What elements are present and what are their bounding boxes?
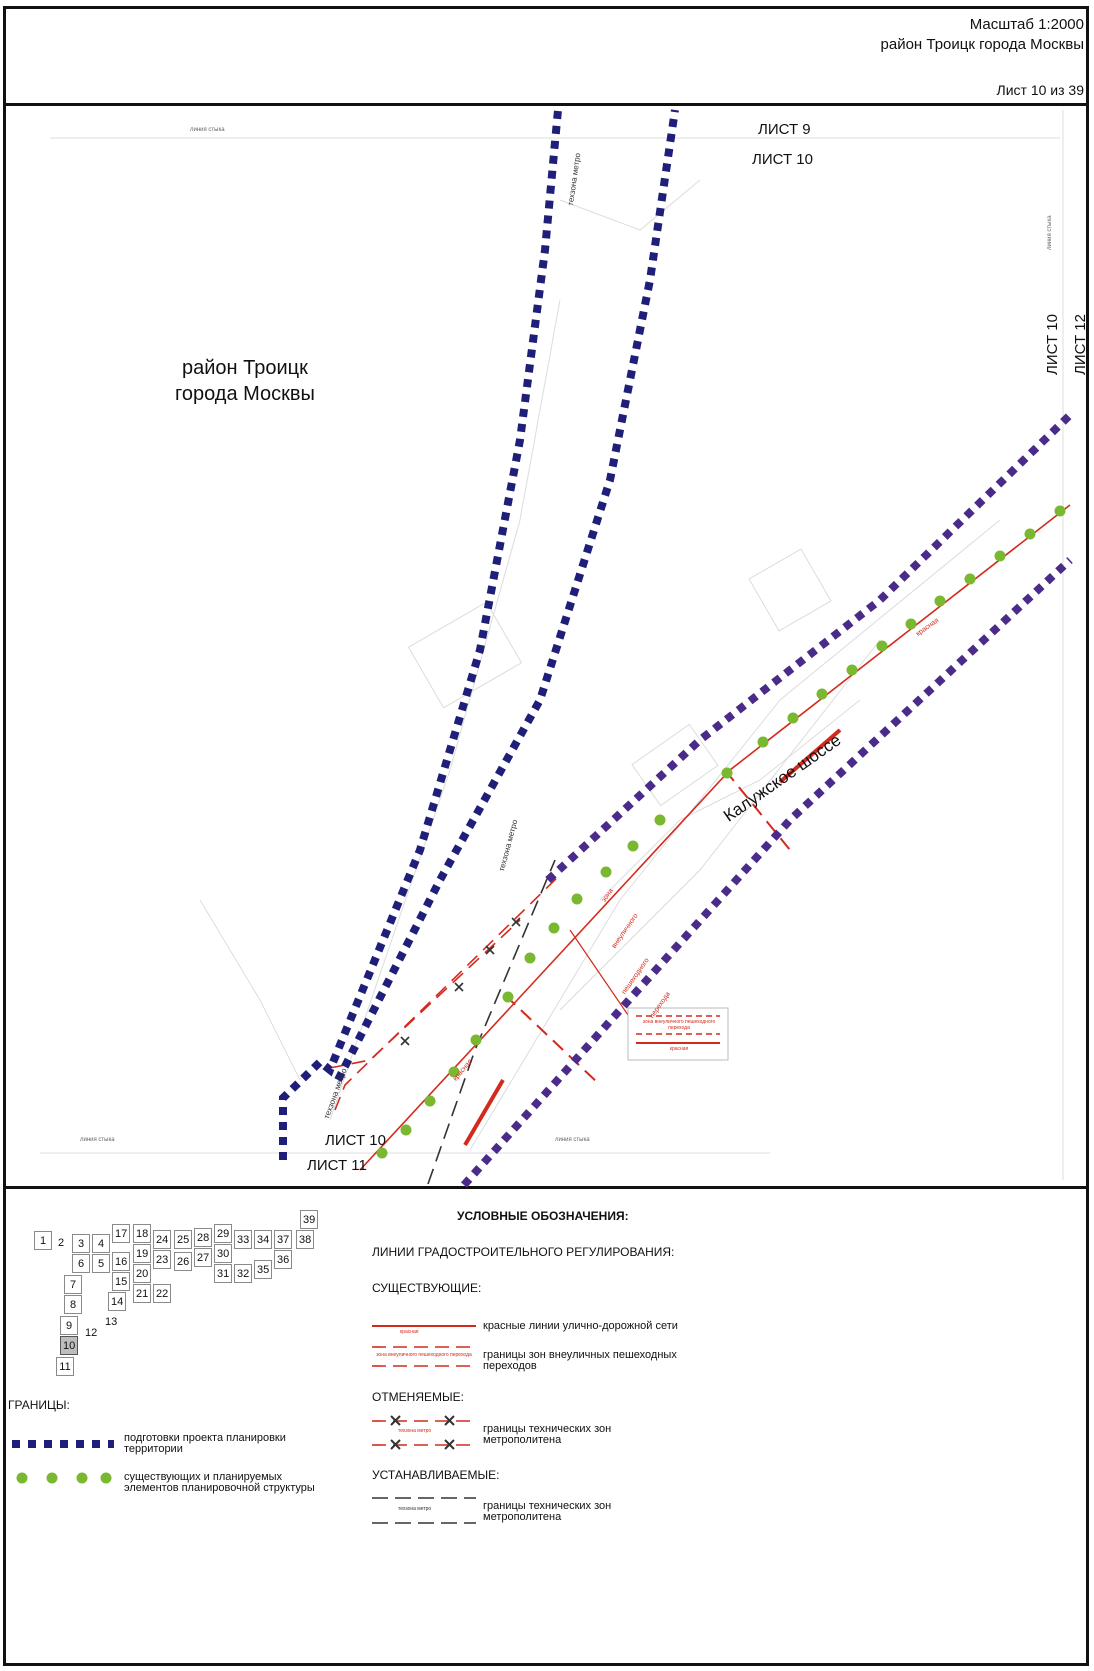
callout-red-text: красная [669,1046,689,1052]
district-header: район Троицк города Москвы [880,36,1084,53]
index-cell[interactable]: 29 [214,1224,233,1243]
legend-est-line2: метрополитена [483,1511,562,1523]
header-divider [3,103,1089,106]
legend-est-swatch-text: техзона метро [398,1506,432,1512]
planning-boundary [279,109,679,1160]
sheet-bottom-a: ЛИСТ 10 [325,1132,386,1149]
legend-borders: ГРАНИЦЫ: [8,1398,70,1412]
index-cell[interactable]: 31 [214,1264,233,1283]
index-cell[interactable]: 7 [64,1275,82,1294]
junction-bottom-mid: линия стыка [555,1137,590,1143]
index-cell-current[interactable]: 10 [60,1336,79,1355]
base-map-lines [40,110,1064,1180]
legend-border2-line1: существующих и планируемых [124,1471,283,1483]
sheet-top-b: ЛИСТ 10 [752,151,813,168]
index-cell[interactable]: 38 [296,1230,315,1249]
legend-red-swatch-text: красная [400,1329,419,1335]
index-cell[interactable]: 13 [102,1312,121,1331]
junction-bottom-left: линия стыка [80,1137,115,1143]
metro-zone-crosses [400,917,521,1046]
legend-established: УСТАНАВЛИВАЕМЫЕ: [372,1468,500,1482]
legend-title: УСЛОВНЫЕ ОБОЗНАЧЕНИЯ: [457,1209,629,1223]
index-cell[interactable]: 26 [174,1252,193,1271]
legend-existing: СУЩЕСТВУЮЩИЕ: [372,1281,482,1295]
index-cell[interactable]: 20 [133,1264,152,1283]
legend-border1-line2: территории [124,1443,183,1455]
index-cell[interactable]: 9 [60,1316,78,1335]
sheet-bottom-b: ЛИСТ 11 [307,1157,367,1174]
legend-divider [3,1186,1089,1189]
scale-label: Масштаб 1:2000 [969,16,1084,33]
index-cell[interactable]: 25 [174,1230,193,1249]
index-cell[interactable]: 34 [254,1230,273,1249]
index-cell[interactable]: 37 [274,1230,293,1249]
legend-est-line1: границы технических зон [483,1500,612,1512]
legend-ped-line2: переходов [483,1360,537,1372]
district-label-line2: города Москвы [175,383,315,405]
legend-cancelled: ОТМЕНЯЕМЫЕ: [372,1390,464,1404]
index-cell[interactable]: 30 [214,1244,233,1263]
legend-cancel-swatch-text: техзона метро [398,1428,432,1434]
index-cell[interactable]: 35 [254,1260,273,1279]
road-boundary [461,412,1073,1188]
index-cell[interactable]: 5 [92,1254,110,1273]
sheet-right-a: ЛИСТ 10 [1044,314,1061,375]
index-cell[interactable]: 27 [194,1248,213,1267]
index-cell[interactable]: 4 [92,1234,110,1253]
legend-border1-line1: подготовки проекта планировки [124,1432,286,1444]
legend-border2-line2: элементов планировочной структуры [124,1482,315,1494]
district-label-line1: район Троицк [182,357,308,379]
legend-cancel-line2: метрополитена [483,1434,562,1446]
sheet-frame [3,6,1089,1666]
callout-zone-text: зона внеуличного пешеходного перехода [642,1019,716,1031]
index-cell[interactable]: 12 [82,1323,101,1342]
index-cell[interactable]: 2 [52,1233,70,1252]
legend-cancel-line1: границы технических зон [483,1423,612,1435]
callout-leader [569,929,629,1016]
index-cell[interactable]: 16 [112,1252,131,1271]
index-cell[interactable]: 6 [72,1254,90,1273]
index-cell[interactable]: 8 [64,1295,82,1314]
index-cell[interactable]: 22 [153,1284,172,1303]
index-cell[interactable]: 18 [133,1224,152,1243]
pedestrian-zone-lines [504,769,791,1086]
index-cell[interactable]: 11 [56,1357,74,1376]
legend-ped-swatch-text: зона внеуличного пешеходного перехода [376,1352,472,1358]
structure-element-dots [376,505,1066,1159]
index-cell[interactable]: 19 [133,1244,152,1263]
sheet-number: Лист 10 из 39 [996,82,1084,98]
sheet-top-a: ЛИСТ 9 [758,121,811,138]
index-cell[interactable]: 36 [274,1250,293,1269]
index-cell[interactable]: 24 [153,1230,172,1249]
legend-swatches [12,1325,476,1524]
sheet-right-b: ЛИСТ 12 [1072,314,1089,375]
legend-ped-line1: границы зон внеуличных пешеходных [483,1349,677,1361]
junction-top: линия стыка [190,127,225,133]
legend-red-lines: красные линии улично-дорожной сети [483,1320,678,1332]
index-cell[interactable]: 23 [153,1250,172,1269]
index-cell[interactable]: 14 [108,1292,127,1311]
red-accent-segments [463,728,842,1147]
index-cell[interactable]: 15 [112,1272,131,1291]
index-cell[interactable]: 17 [112,1224,131,1243]
junction-right: линия стыка [1047,215,1053,250]
index-cell[interactable]: 39 [300,1210,319,1229]
legend-group-title: ЛИНИИ ГРАДОСТРОИТЕЛЬНОГО РЕГУЛИРОВАНИЯ: [372,1245,675,1259]
index-cell[interactable]: 33 [234,1230,253,1249]
index-cell[interactable]: 3 [72,1234,90,1253]
index-cell[interactable]: 32 [234,1264,253,1283]
district-label: район Троицк города Москвы [175,355,315,407]
index-cell[interactable]: 21 [133,1284,152,1303]
index-cell[interactable]: 1 [34,1231,52,1250]
established-metro-zone-lines [427,859,556,1185]
index-cell[interactable]: 28 [194,1228,213,1247]
callout-symbols [636,1015,720,1044]
